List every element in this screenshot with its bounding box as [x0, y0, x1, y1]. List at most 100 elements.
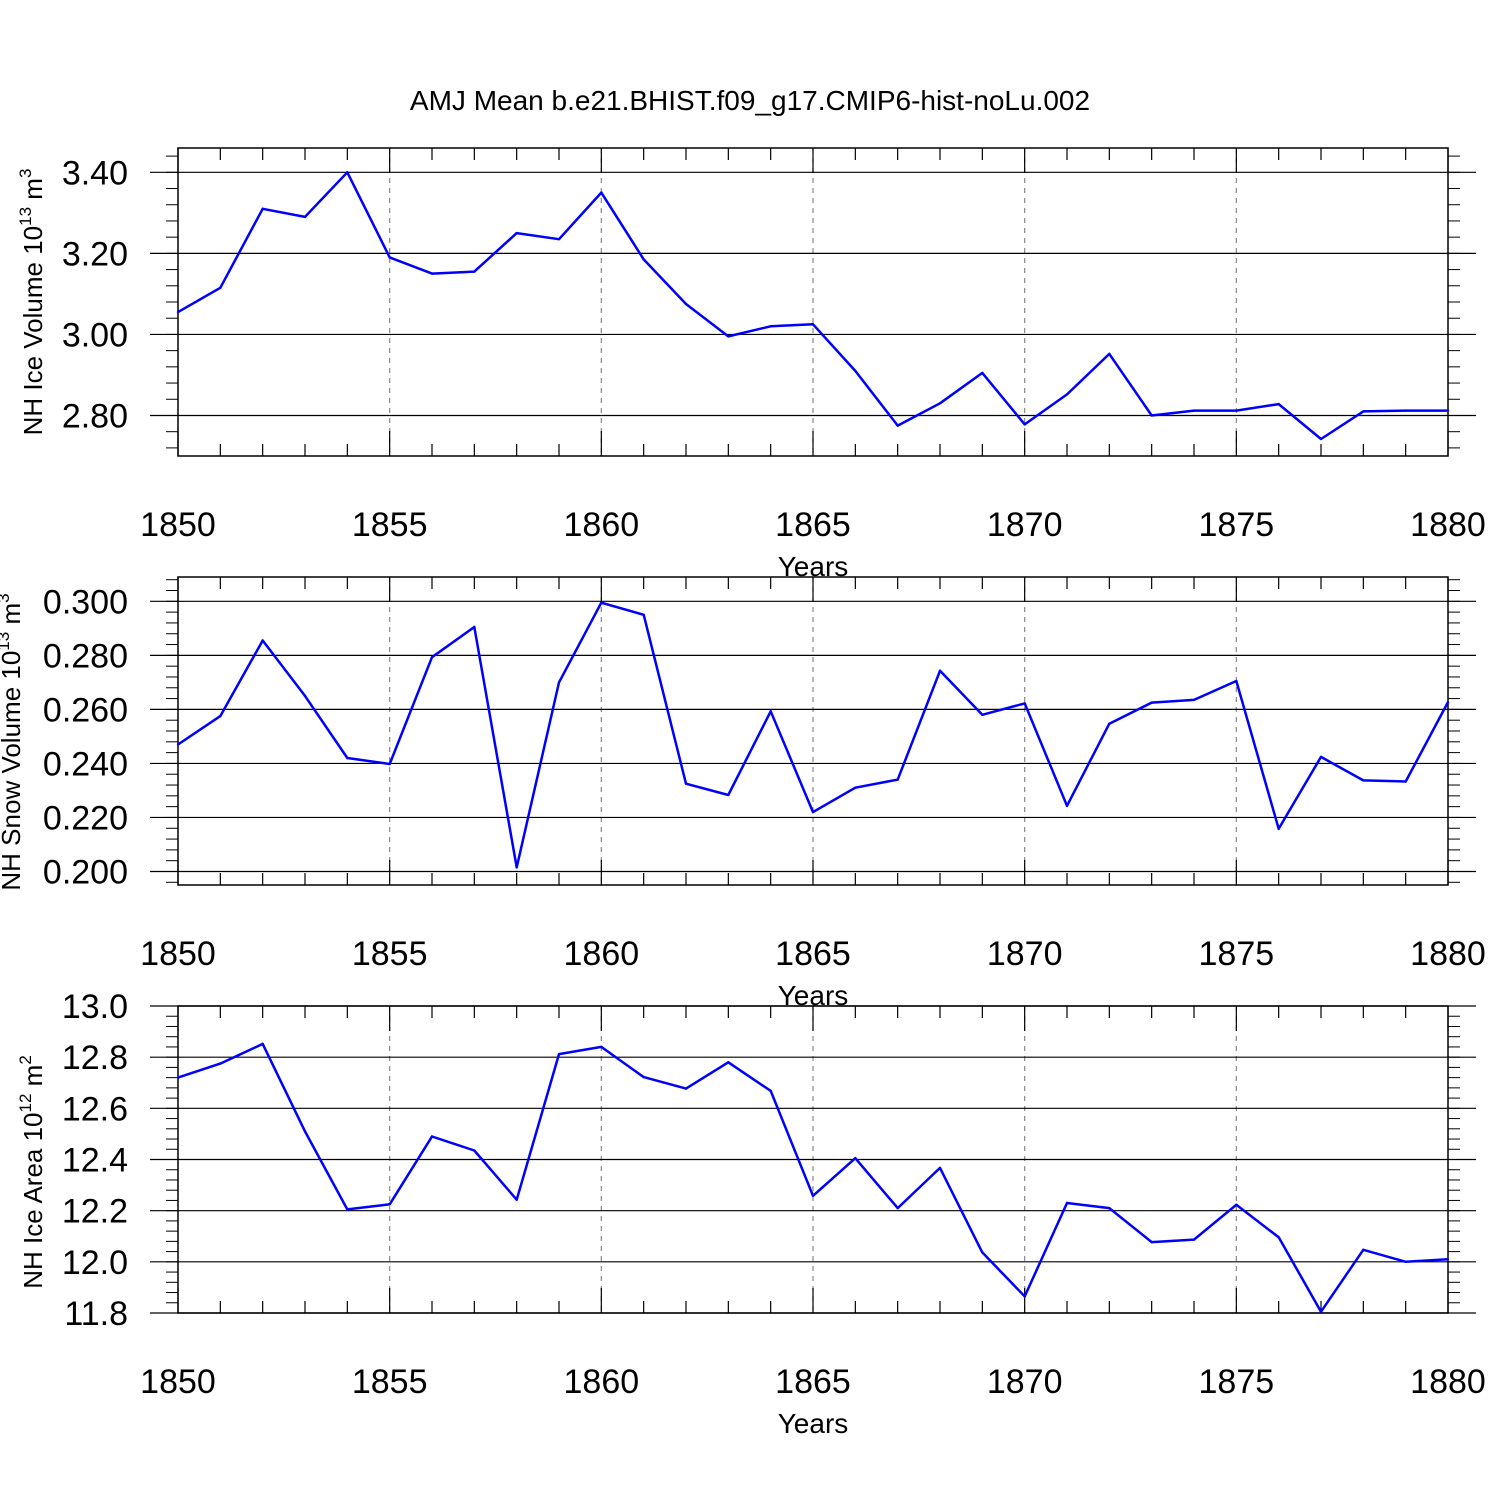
data-point — [303, 215, 307, 219]
data-point — [642, 613, 645, 617]
data-point — [473, 625, 476, 629]
x-tick-label: 1875 — [1199, 1363, 1275, 1401]
data-point — [1150, 414, 1153, 417]
data-point — [642, 258, 645, 261]
data-point — [557, 1052, 561, 1056]
data-point — [1150, 1240, 1153, 1244]
data-point — [727, 1061, 730, 1064]
data-point — [769, 1089, 772, 1093]
data-point — [896, 778, 899, 781]
data-point — [261, 639, 264, 642]
data-point — [388, 762, 391, 766]
data-point — [1235, 409, 1238, 412]
y-axis-label: NH Snow Volume 1013 m3 — [0, 593, 26, 890]
data-point — [684, 302, 688, 306]
y-axis-label-main: NH Snow Volume 10 — [0, 651, 26, 891]
panel-3: 11.8 12.0 12.2 12.4 12.6 12.8 13.0 1850 1855 1860… — [16, 988, 1486, 1439]
x-tick-label: 1850 — [140, 1363, 216, 1401]
data-point — [981, 713, 984, 716]
y-axis-label-unit-exponent: 3 — [0, 593, 13, 602]
data-point — [303, 1130, 307, 1133]
data-point — [1446, 700, 1450, 704]
x-tick-label: 1860 — [564, 506, 640, 544]
data-point — [388, 256, 391, 259]
data-point — [515, 866, 518, 869]
y-axis-label: NH Ice Volume 1013 m3 — [16, 169, 48, 436]
data-point — [430, 1135, 434, 1138]
data-point — [557, 237, 561, 241]
y-axis-label-main: NH Ice Area 10 — [18, 1112, 48, 1288]
data-point — [1065, 1201, 1069, 1205]
data-point — [938, 1166, 942, 1170]
y-axis-label-exponent: 13 — [0, 632, 13, 651]
data-point — [1404, 409, 1407, 412]
data-point — [473, 1149, 476, 1152]
x-tick-label: 1850 — [140, 935, 216, 973]
y-axis-label-unit: m — [0, 603, 26, 632]
data-point — [1277, 402, 1280, 406]
data-point — [261, 1042, 264, 1046]
data-point — [1108, 1206, 1111, 1210]
data-point — [1319, 1310, 1323, 1313]
x-tick-label: 1865 — [775, 506, 851, 544]
y-tick-label: 13.0 — [62, 988, 128, 1026]
data-point — [684, 782, 688, 785]
y-axis-label-unit-exponent: 2 — [16, 1055, 35, 1064]
x-tick-label: 1875 — [1199, 935, 1275, 973]
y-axis-label-unit: m — [18, 1065, 48, 1094]
y-tick-label: 0.260 — [43, 691, 128, 729]
data-point — [430, 656, 434, 659]
data-point — [1192, 409, 1196, 412]
y-tick-label: 12.4 — [62, 1142, 128, 1180]
data-point — [896, 1206, 899, 1210]
data-point — [557, 681, 561, 684]
x-tick-label: 1880 — [1410, 935, 1486, 973]
x-tick-label: 1880 — [1410, 506, 1486, 544]
x-tick-label: 1855 — [352, 506, 428, 544]
data-point — [515, 1198, 518, 1201]
data-point — [1319, 437, 1323, 441]
y-axis-label-exponent: 13 — [16, 207, 35, 226]
data-point — [854, 1157, 857, 1160]
x-tick-label: 1860 — [564, 935, 640, 973]
data-point — [1446, 409, 1450, 412]
data-point — [176, 743, 180, 746]
data-point — [1404, 1260, 1407, 1264]
data-point — [981, 1251, 984, 1254]
data-point — [811, 810, 815, 814]
x-tick-label: 1865 — [775, 1363, 851, 1401]
data-point — [1362, 1248, 1365, 1252]
panel-1: 2.80 3.00 3.20 3.40 1850 1855 1860 1865 1870 1875… — [16, 147, 1486, 582]
data-point — [1277, 1236, 1280, 1239]
x-tick-label: 1875 — [1199, 506, 1275, 544]
data-point — [981, 371, 984, 375]
data-point — [1362, 779, 1365, 782]
data-point — [1362, 410, 1365, 413]
data-point — [727, 335, 730, 338]
x-tick-label: 1880 — [1410, 1363, 1486, 1401]
data-point — [219, 1062, 222, 1065]
data-point — [1023, 702, 1026, 705]
data-point — [303, 694, 307, 698]
data-point — [811, 1194, 815, 1198]
data-point — [938, 669, 942, 672]
data-point — [1150, 701, 1153, 704]
x-tick-label: 1860 — [564, 1363, 640, 1401]
y-tick-label: 3.00 — [62, 316, 128, 354]
data-point — [811, 323, 815, 326]
y-tick-label: 3.20 — [62, 235, 128, 273]
y-tick-label: 12.6 — [62, 1090, 128, 1128]
data-point — [388, 1203, 391, 1206]
data-point — [642, 1075, 645, 1079]
y-tick-label: 11.8 — [64, 1295, 128, 1333]
y-tick-label: 0.220 — [43, 799, 128, 837]
y-tick-label: 0.300 — [43, 583, 128, 621]
data-point — [473, 270, 476, 273]
data-point — [854, 369, 857, 373]
y-tick-label: 12.8 — [62, 1039, 128, 1077]
chart-panels: 2.80 3.00 3.20 3.40 1850 1855 1860 1865 1870 1875… — [0, 147, 1486, 1439]
y-axis-label: NH Ice Area 1012 m2 — [16, 1055, 48, 1289]
x-tick-label: 1850 — [140, 506, 216, 544]
x-tick-label: 1870 — [987, 506, 1063, 544]
